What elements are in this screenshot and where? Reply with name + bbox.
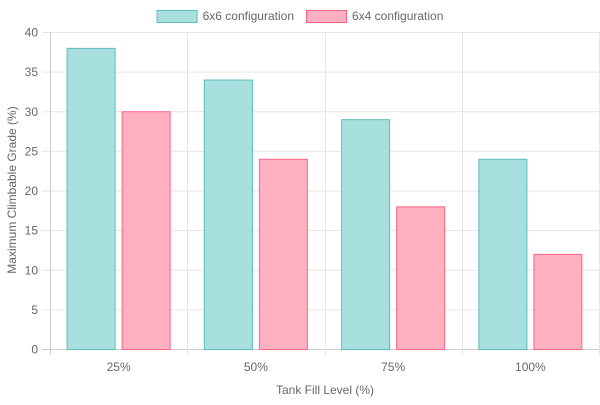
legend-swatch: [306, 10, 347, 23]
x-axis-title: Tank Fill Level (%): [276, 383, 374, 397]
x-tick-label: 25%: [107, 360, 131, 374]
x-tick-label: 50%: [244, 360, 268, 374]
bar-series-1: [478, 158, 528, 350]
y-tick-label: 40: [25, 26, 39, 40]
y-tick-label: 25: [25, 144, 39, 158]
x-tick-label: 100%: [515, 360, 546, 374]
bars: [66, 47, 583, 351]
legend-label: 6x6 configuration: [203, 9, 294, 23]
bar-series-2: [533, 253, 583, 350]
y-tick-label: 10: [25, 263, 39, 277]
y-axis-title: Maximum Climbable Grade (%): [5, 106, 19, 273]
bar-series-2: [258, 158, 308, 350]
y-tick-label: 15: [25, 224, 39, 238]
bar-series-1: [66, 47, 116, 350]
bar-series-1: [341, 119, 391, 350]
bar-series-2: [121, 111, 171, 350]
y-tick-label: 0: [31, 343, 38, 357]
x-tick-label: 75%: [381, 360, 405, 374]
legend-swatch: [156, 10, 198, 23]
x-axis-ticks: 25% 50% 75% 100%: [107, 360, 546, 374]
legend-label: 6x4 configuration: [352, 9, 443, 23]
y-tick-label: 35: [25, 65, 39, 79]
y-axis-ticks: 0 5 10 15 20 25 30 35 40: [25, 26, 39, 357]
y-tick-label: 5: [31, 303, 38, 317]
y-tick-label: 20: [25, 184, 39, 198]
legend: 6x6 configuration 6x4 configuration: [156, 9, 443, 23]
y-tick-label: 30: [25, 105, 39, 119]
bar-series-2: [396, 206, 446, 350]
bar-series-1: [203, 79, 253, 351]
